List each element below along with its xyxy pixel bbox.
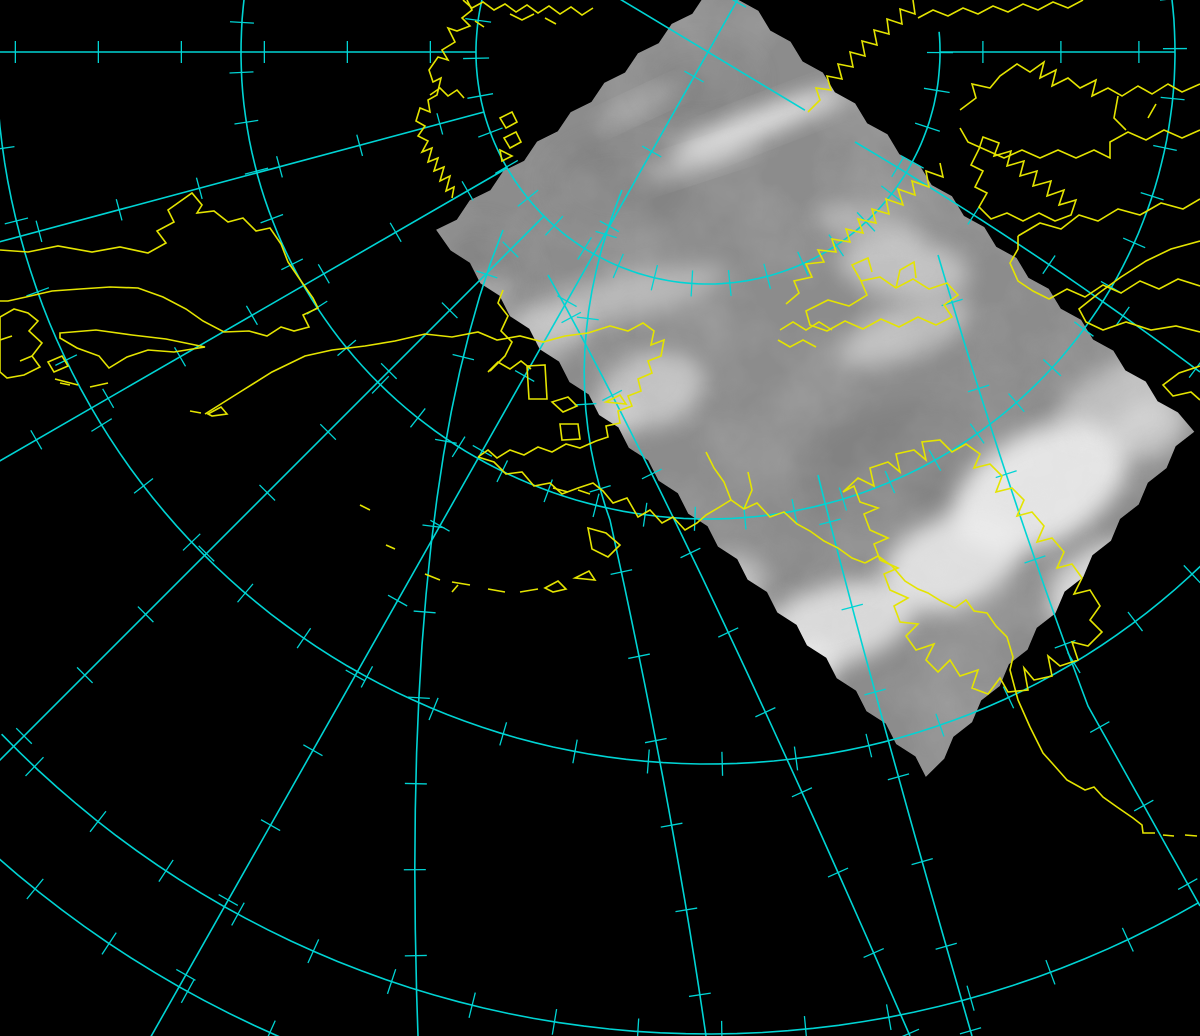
coast-kodiak xyxy=(552,487,622,558)
coast-devon-south xyxy=(1009,236,1200,300)
coast-seward xyxy=(59,329,206,370)
coast-qei-sawtooth xyxy=(807,0,1084,113)
meridian-curve-e xyxy=(937,254,1200,907)
coast-gulf-alaska-panhandle xyxy=(864,555,1198,837)
coast-baffin-tip xyxy=(1161,365,1200,401)
lat-circle-60n xyxy=(0,118,1200,765)
meridian-curve-c-ticks xyxy=(561,311,920,1036)
coast-chukotka xyxy=(0,191,320,337)
lat-circle-50n-ticks xyxy=(25,756,1134,1036)
meridian-w135 xyxy=(0,215,545,762)
meridian-curve-f-ticks xyxy=(891,157,1200,379)
coast-devon-north xyxy=(1017,198,1200,237)
coast-svalbard-chain xyxy=(415,0,523,199)
coast-wrangel xyxy=(0,308,44,379)
meridian-curve-b xyxy=(583,189,707,1036)
coast-yukon-delta xyxy=(487,289,628,441)
meridian-w150 xyxy=(0,167,508,462)
coast-top-islands xyxy=(462,0,594,25)
coast-ellesmere-north xyxy=(959,60,1200,111)
lat-circle-80n-ticks xyxy=(463,17,953,297)
coast-bristol-bay xyxy=(477,456,866,564)
coast-bathurst xyxy=(969,135,1078,222)
meridian-w150-ticks xyxy=(30,180,474,450)
lat-circle-45n-ticks xyxy=(26,878,276,1036)
meridian-w165 xyxy=(0,111,485,243)
coast-aleutians xyxy=(359,504,597,593)
meridian-curve-b-ticks xyxy=(574,230,711,998)
coast-cook-inlet xyxy=(705,451,753,510)
lat-circle-60n-ticks xyxy=(0,145,1200,776)
meridian-curve-c xyxy=(547,274,911,1036)
lat-circle-45n xyxy=(0,858,280,1036)
meridian-curve-f xyxy=(854,141,1200,373)
coast-greenland-edge xyxy=(959,95,1200,160)
coast-st-lawrence xyxy=(189,405,229,417)
meridian-w135-ticks xyxy=(15,241,519,745)
meridian-w120 xyxy=(150,0,739,1036)
meridian-curve-d-ticks xyxy=(819,518,982,1035)
meridian-curve-a xyxy=(413,229,504,1036)
coast-arctic-band-swath xyxy=(785,162,945,305)
coast-bering-islands xyxy=(0,335,109,388)
coast-melville xyxy=(805,256,960,332)
meridian-curve-d xyxy=(817,474,973,1036)
coast-west-jags xyxy=(777,321,833,348)
lat-circle-50n xyxy=(1,733,1200,1035)
coast-ellesmere-south xyxy=(1077,240,1200,333)
lat-circle-70n xyxy=(240,0,1176,520)
coast-alaska-west xyxy=(204,322,666,459)
meridian-w180-ticks xyxy=(14,41,432,63)
coast-victoria-banks xyxy=(842,439,1104,695)
coastline-layer xyxy=(0,0,1200,837)
meridian-e0-ticks xyxy=(982,41,1140,63)
meridian-w165-ticks xyxy=(35,113,444,243)
meridian-curve-a-ticks xyxy=(403,270,498,957)
meridian-pole-cross xyxy=(619,0,806,111)
